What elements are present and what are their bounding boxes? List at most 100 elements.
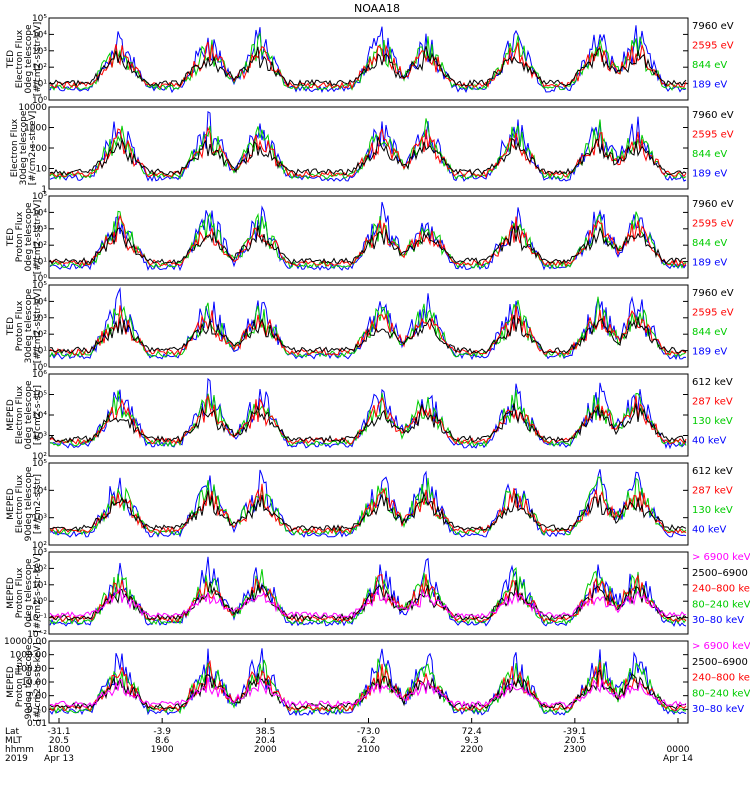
y-axis-label: 0deg telescope <box>24 380 34 450</box>
x-tick-label: 20.5 <box>49 736 69 746</box>
y-tick-label: 10⁰ <box>32 274 47 284</box>
x-tick-label: -3.9 <box>153 727 171 737</box>
legend-entry: 189 eV <box>692 347 727 358</box>
legend-entry: 2595 eV <box>692 41 734 52</box>
y-tick-label: 0.01 <box>27 719 47 729</box>
legend-entry: 30–80 keV <box>692 704 744 715</box>
legend-entry: 30–80 keV <box>692 615 744 626</box>
y-tick-label: 10⁴ <box>32 30 47 40</box>
series-line <box>49 126 687 179</box>
panel-frame <box>48 462 689 546</box>
legend-entry: 844 eV <box>692 149 727 160</box>
legend-entry: 40 keV <box>692 525 726 536</box>
y-axis-label: Electron Flux <box>10 118 20 177</box>
panel-7: 10⁻² 10⁻¹ 10⁰ 10¹ 10² 10³ MEPED Proton Flux 0deg… <box>6 548 750 640</box>
panel-frame <box>48 195 689 279</box>
legend-entry: 2500–6900 <box>692 568 748 579</box>
x-row-label: Lat <box>5 727 20 737</box>
y-tick-label: 10⁵ <box>32 391 47 401</box>
y-tick-label: 10² <box>32 63 47 73</box>
y-tick-label: 10⁵ <box>32 192 47 202</box>
y-axis-label: MEPED <box>6 666 16 698</box>
y-tick-label: 10³ <box>32 225 47 235</box>
y-axis-label: [#/cm2-s-str] <box>33 385 43 445</box>
legend-entry: 2595 eV <box>692 308 734 319</box>
y-tick-label: 100.00 <box>16 664 48 674</box>
panel-2: 1 10 100 1000 10000 Electron Flux 30deg telesc… <box>10 103 734 195</box>
x-row-label: hhmm <box>5 745 34 755</box>
y-tick-label: 10000 <box>18 103 47 113</box>
panel-frame <box>48 551 689 635</box>
series-line <box>49 210 687 270</box>
y-tick-label: 1000 <box>24 124 47 134</box>
legend-entry: 844 eV <box>692 238 727 249</box>
legend-entry: 7960 eV <box>692 288 734 299</box>
x-tick-label: 2200 <box>460 745 483 755</box>
series-line <box>49 136 687 176</box>
x-row-label: 2019 <box>5 754 28 764</box>
x-tick-label: -39.1 <box>563 727 586 737</box>
x-tick-label: 0000 <box>667 745 690 755</box>
y-axis-label: 0deg telescope <box>24 558 34 628</box>
panel-6: 10² 10³ 10⁴ 10⁵ MEPED Electron Flux 90deg tele… <box>6 459 733 551</box>
series-line <box>49 287 687 361</box>
legend-entry: 287 keV <box>692 397 733 408</box>
x-tick-label: 72.4 <box>462 727 482 737</box>
y-tick-label: 10⁵ <box>32 281 47 291</box>
y-axis-label: 0deg telescope <box>24 202 34 272</box>
y-tick-label: 1 <box>41 185 47 195</box>
legend-entry: 240–800 keV <box>692 673 750 684</box>
y-tick-label: 10⁰ <box>32 363 47 373</box>
series-line <box>49 669 687 711</box>
legend-entry: 189 eV <box>692 80 727 91</box>
x-tick-label: 38.5 <box>255 727 275 737</box>
series-line <box>49 46 687 87</box>
y-tick-label: 10¹ <box>32 258 47 268</box>
legend-entry: 189 eV <box>692 169 727 180</box>
y-tick-label: 10⁰ <box>32 597 47 607</box>
y-tick-label: 10000.00 <box>4 637 47 647</box>
y-axis-label: TED <box>6 50 16 69</box>
legend-entry: 189 eV <box>692 258 727 269</box>
y-tick-label: 10² <box>32 541 47 551</box>
panel-5: 10² 10³ 10⁴ 10⁵ 10⁶ MEPED Electron Flux 0deg te… <box>6 370 733 462</box>
y-tick-label: 1000.00 <box>10 651 47 661</box>
series-line <box>49 659 687 712</box>
series-line <box>49 469 687 538</box>
legend-entry: 7960 eV <box>692 21 734 32</box>
y-axis-label: MEPED <box>6 399 16 431</box>
series-line <box>49 476 687 536</box>
y-tick-label: 10¹ <box>32 347 47 357</box>
y-axis-label: TED <box>6 228 16 247</box>
x-tick-label: Apr 14 <box>663 754 693 764</box>
panel-8: 0.01 0.10 1.00 10.00 100.00 1000.00 10000.00 ME… <box>4 637 750 729</box>
series-line <box>49 490 687 532</box>
y-tick-label: 10⁴ <box>32 208 47 218</box>
series-line <box>49 377 687 450</box>
series-line <box>49 225 687 265</box>
y-tick-label: 10³ <box>32 514 47 524</box>
y-tick-label: 10 <box>36 165 48 175</box>
y-axis-label: [#/cm2-s-str-eV] <box>33 200 43 275</box>
legend-entry: 7960 eV <box>692 110 734 121</box>
y-axis-label: Electron Flux <box>15 385 25 444</box>
y-axis-label: [#/cm2-s-str-eV] <box>33 289 43 364</box>
panel-4: 10⁰ 10¹ 10² 10³ 10⁴ 10⁵ TED Proton Flux 30deg te… <box>6 281 734 373</box>
y-tick-label: 0.10 <box>27 705 47 715</box>
y-tick-label: 10⁻¹ <box>27 614 47 624</box>
series-line <box>49 648 687 717</box>
y-tick-label: 10⁶ <box>32 370 47 380</box>
x-tick-label: 2100 <box>357 745 380 755</box>
panel-3: 10⁰ 10¹ 10² 10³ 10⁴ 10⁵ TED Proton Flux 0deg tel… <box>6 192 734 284</box>
x-tick-label: -73.0 <box>357 727 381 737</box>
y-axis-label: [#/cm2-s-str-keV] <box>33 642 43 721</box>
legend-entry: 80–240 keV <box>692 688 750 699</box>
y-axis-label: Proton Flux <box>15 567 25 618</box>
y-axis-label: 0deg telescope <box>24 24 34 94</box>
series-line <box>49 556 687 627</box>
x-tick-label: 1900 <box>151 745 174 755</box>
legend-entry: > 6900 keV <box>692 552 750 563</box>
y-axis-label: [#/cm2-s-str-eV] <box>33 22 43 97</box>
x-row-label: MLT <box>5 736 23 746</box>
y-tick-label: 10² <box>32 241 47 251</box>
